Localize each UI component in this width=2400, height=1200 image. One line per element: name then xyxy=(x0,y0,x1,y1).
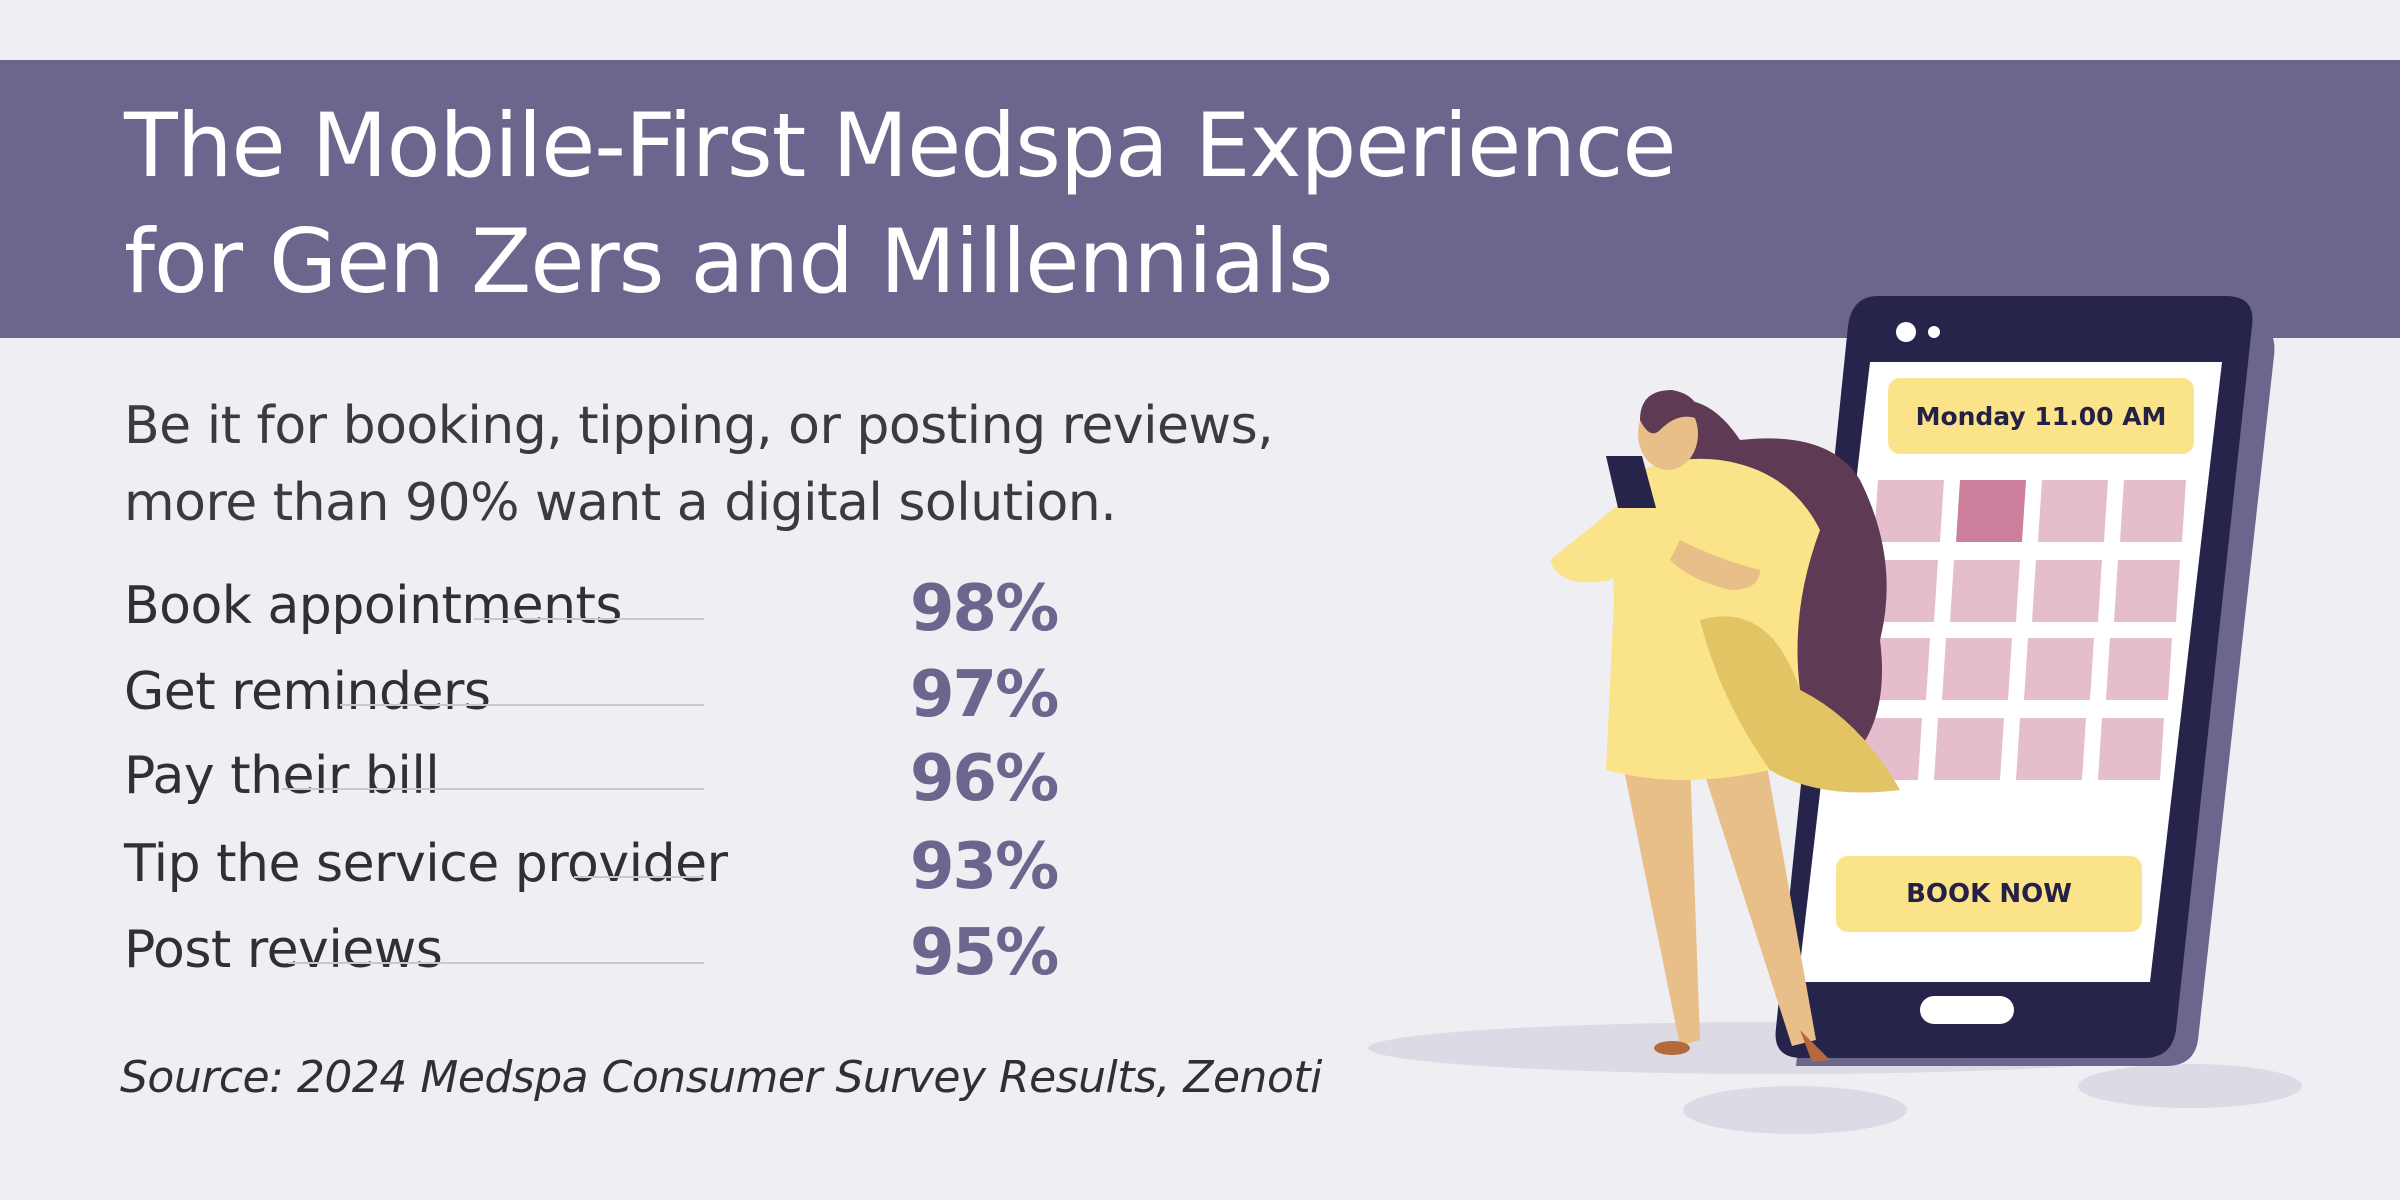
time-pill xyxy=(1888,378,2194,454)
shoe xyxy=(1800,1030,1830,1062)
calendar-cell xyxy=(2038,480,2108,542)
stat-row-book-appointments: Book appointments 98% xyxy=(124,570,1064,650)
stat-row-tip-provider: Tip the service provider 93% xyxy=(124,828,1064,908)
shoe xyxy=(1654,1041,1690,1055)
calendar-cell xyxy=(1934,718,2004,780)
stat-value: 98% xyxy=(910,572,1059,646)
calendar-cell xyxy=(2032,560,2102,622)
calendar-cell xyxy=(1874,480,1944,542)
source-citation: Source: 2024 Medspa Consumer Survey Resu… xyxy=(120,1052,1322,1103)
title-line-2: for Gen Zers and Millennials xyxy=(124,210,1334,313)
camera-dot xyxy=(1896,322,1916,342)
stat-label: Tip the service provider xyxy=(124,834,728,894)
calendar-cell xyxy=(2120,480,2186,542)
stat-label: Book appointments xyxy=(124,576,623,636)
camera-dot xyxy=(1928,326,1940,338)
stat-leader-line xyxy=(340,704,704,706)
calendar-cell-selected xyxy=(1956,480,2026,542)
stat-label: Get reminders xyxy=(124,662,491,722)
stat-label: Pay their bill xyxy=(124,746,440,806)
calendar-cell xyxy=(2114,560,2180,622)
stat-value: 95% xyxy=(910,916,1059,990)
handheld-phone xyxy=(1606,456,1656,508)
stat-row-post-reviews: Post reviews 95% xyxy=(124,914,1064,994)
stat-row-get-reminders: Get reminders 97% xyxy=(124,656,1064,736)
leg xyxy=(1622,760,1700,1046)
hair xyxy=(1640,390,1700,434)
subtitle-line-1: Be it for booking, tipping, or posting r… xyxy=(124,396,1274,456)
calendar-cell xyxy=(2106,638,2172,700)
home-button xyxy=(1920,996,2014,1024)
stat-leader-line xyxy=(474,618,704,620)
calendar-cell xyxy=(1950,560,2020,622)
appointment-time-label: Monday 11.00 AM xyxy=(1915,401,2167,431)
subtitle-line-2: more than 90% want a digital solution. xyxy=(124,473,1117,533)
leg xyxy=(1700,760,1816,1046)
dress-shadow xyxy=(1700,616,1900,793)
calendar-cell xyxy=(1942,638,2012,700)
floor-shadow xyxy=(1683,1086,1907,1134)
calendar-cell xyxy=(2024,638,2094,700)
stat-value: 93% xyxy=(910,830,1059,904)
stat-value: 96% xyxy=(910,742,1059,816)
hand xyxy=(1670,540,1760,590)
book-now-button-bg xyxy=(1836,856,2142,932)
calendar-cell xyxy=(2016,718,2086,780)
stat-leader-line xyxy=(574,876,704,878)
phone-illustration xyxy=(1368,296,2302,1134)
book-now-button[interactable]: BOOK NOW xyxy=(1906,879,2072,909)
page-title: The Mobile-First Medspa Experience for G… xyxy=(124,88,1677,320)
subtitle: Be it for booking, tipping, or posting r… xyxy=(124,388,1274,542)
stat-row-pay-bill: Pay their bill 96% xyxy=(124,740,1064,820)
stat-value: 97% xyxy=(910,658,1059,732)
floor-shadow xyxy=(2078,1064,2302,1108)
calendar-grid xyxy=(1852,480,2186,780)
stat-label: Post reviews xyxy=(124,920,443,980)
woman-figure xyxy=(1550,390,1900,1062)
stat-leader-line xyxy=(288,962,704,964)
header-banner xyxy=(0,60,2400,338)
calendar-cell xyxy=(2098,718,2164,780)
stat-leader-line xyxy=(282,788,704,790)
title-line-1: The Mobile-First Medspa Experience xyxy=(124,94,1677,197)
